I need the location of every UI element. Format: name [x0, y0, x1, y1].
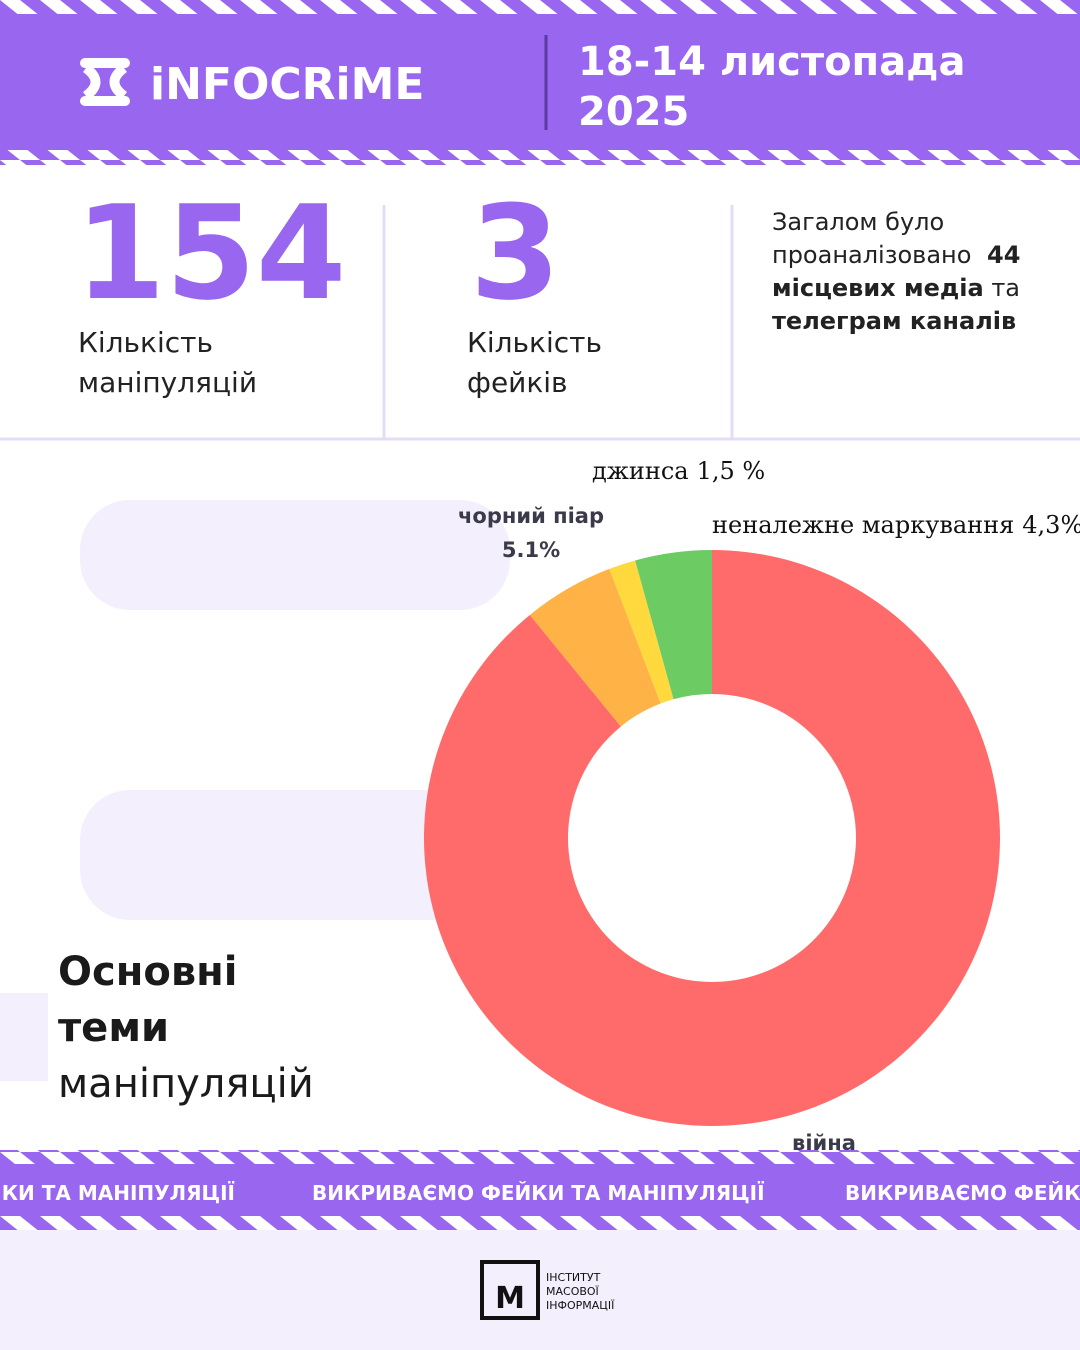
- ticker-text: ВИКРИВАЄМО ФЕЙКИ ТА МАНІПУЛЯЦІЇ: [845, 1181, 1080, 1205]
- slice-label: неналежне маркування 4,3%: [712, 511, 1080, 539]
- section-title: Основні: [58, 949, 238, 995]
- note-text: телеграм каналів: [772, 307, 1016, 335]
- slice-label-name: неналежне маркування: [712, 511, 1014, 539]
- slice-value: 5.1%: [502, 538, 560, 562]
- note: Загалом було проаналізовано 44 місцевих …: [772, 208, 1020, 335]
- slice-value: 1,5 %: [697, 457, 766, 485]
- logo: iNFOCRiME: [150, 59, 424, 110]
- ticker-text: ВИКРИВАЄМО ФЕЙКИ ТА МАНІПУЛЯЦІЇ: [312, 1181, 765, 1205]
- date: 2025: [578, 89, 689, 135]
- watermark: [0, 500, 510, 1081]
- ticker-stripe: [0, 1150, 1080, 1164]
- stat-number: 3: [470, 177, 560, 329]
- stat-label: Кількість: [467, 326, 602, 359]
- slice-label: чорний піар: [458, 504, 604, 528]
- logo-icon: [80, 58, 130, 106]
- header-stripe: [0, 0, 1080, 14]
- stat-label: фейків: [467, 366, 568, 399]
- ticker-stripe: [0, 1216, 1080, 1230]
- footer-text: ІНСТИТУТ: [546, 1271, 601, 1284]
- section-title: маніпуляцій: [58, 1061, 314, 1107]
- header-band: [0, 0, 1080, 165]
- donut-slice: [423, 550, 1000, 1127]
- ticker-text: ВИКРИВАЄМО ФЕЙКИ ТА МАНІПУЛЯЦІЇ: [0, 1181, 235, 1205]
- note-text: проаналізовано 44: [772, 241, 1020, 269]
- slice-label: джинса 1,5 %: [592, 457, 765, 485]
- footer-text: ІНФОРМАЦІЇ: [546, 1299, 615, 1312]
- footer-logo-box: [480, 1260, 540, 1320]
- slice-value: 4,3%: [1022, 511, 1080, 539]
- footer-logo-mark: М: [495, 1281, 525, 1316]
- date: 18-14 листопада: [578, 39, 965, 85]
- footer-text: МАСОВОЇ: [546, 1285, 600, 1298]
- donut-slice: [529, 568, 661, 727]
- stat-label: маніпуляцій: [78, 366, 257, 399]
- stat-label: Кількість: [78, 326, 213, 359]
- stat-number: 154: [75, 177, 346, 329]
- slice-label-name: джинса: [592, 457, 689, 485]
- section-title: теми: [58, 1005, 169, 1051]
- donut-slice: [635, 550, 712, 700]
- note-text: Загалом було: [772, 208, 944, 236]
- header-stripe: [0, 150, 1080, 166]
- note-text: місцевих медіа та: [772, 274, 1020, 302]
- donut-slice: [609, 560, 674, 704]
